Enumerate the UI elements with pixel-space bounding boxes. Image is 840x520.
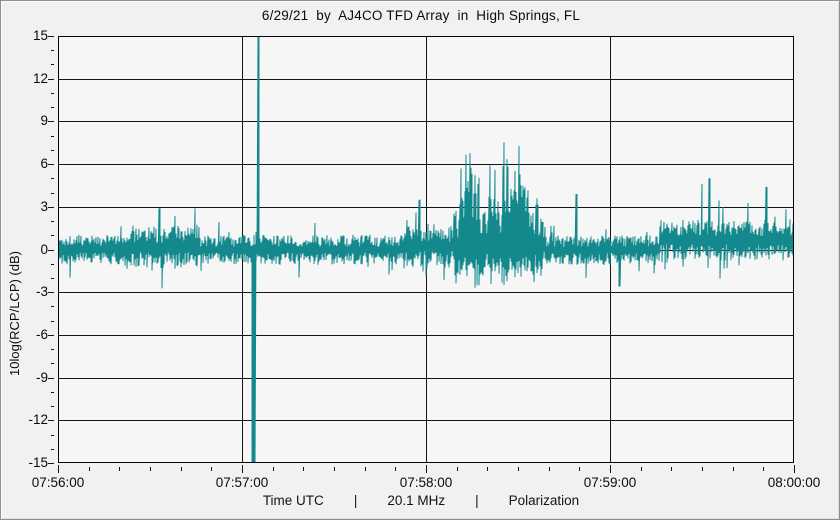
y-tick-label: -9 — [35, 370, 48, 385]
x-tick-label: 08:00:00 — [767, 475, 821, 490]
footer-separator-icon: | — [353, 493, 358, 508]
x-tick-label: 07:59:00 — [583, 475, 637, 490]
y-tick-label: 6 — [40, 156, 48, 171]
footer-labels: Time UTC | 20.1 MHz | Polarization — [1, 493, 839, 508]
y-tick-label: 9 — [40, 113, 48, 128]
x-tick-label: 07:56:00 — [31, 475, 85, 490]
y-tick-label: 15 — [32, 28, 48, 43]
y-tick-label: -3 — [35, 284, 48, 299]
y-tick-label: 0 — [40, 242, 48, 257]
y-tick-label: 12 — [32, 71, 48, 86]
measurement-mode-label: Polarization — [508, 493, 580, 508]
x-tick-label: 07:57:00 — [215, 475, 269, 490]
y-tick-label: -15 — [28, 455, 48, 470]
x-axis-unit-label: Time UTC — [262, 493, 324, 508]
chart-title: 6/29/21 by AJ4CO TFD Array in High Sprin… — [261, 8, 581, 23]
tick-marks — [48, 36, 795, 473]
polarization-trace — [58, 36, 794, 463]
plot-area — [58, 36, 794, 463]
y-tick-label: -6 — [35, 327, 48, 342]
x-tick-label: 07:58:00 — [399, 475, 453, 490]
y-tick-label: 3 — [40, 199, 48, 214]
frequency-label: 20.1 MHz — [387, 493, 446, 508]
footer-separator-icon: | — [475, 493, 479, 508]
y-tick-label: -12 — [28, 412, 48, 427]
plot-border — [58, 36, 794, 463]
